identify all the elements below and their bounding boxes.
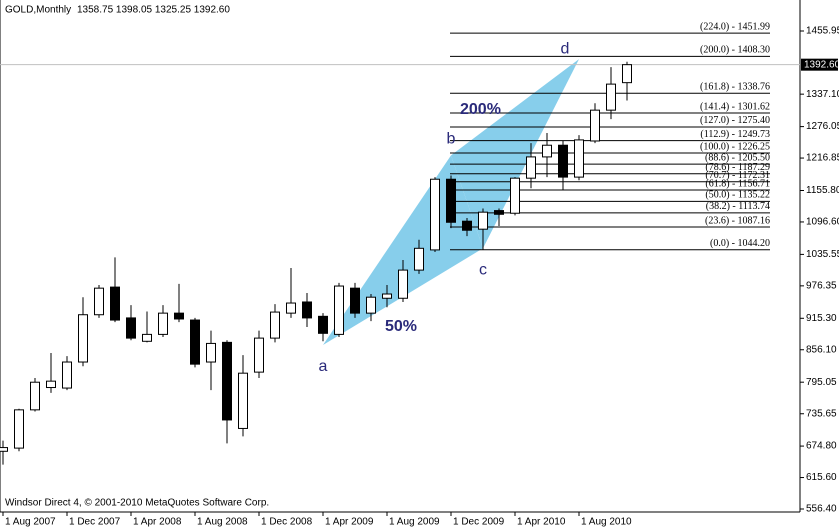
pattern-point-label: b xyxy=(447,131,456,148)
candle-body xyxy=(0,447,8,452)
candle-body xyxy=(398,269,408,299)
candle-body xyxy=(110,286,120,321)
level-label: (38.2) - 1113.74 xyxy=(706,201,770,212)
level-label: (78.6) - 1187.29 xyxy=(705,162,770,173)
x-tick-label: 1 Dec 2007 xyxy=(69,517,121,528)
candle-body xyxy=(414,247,424,271)
level-label: (88.6) - 1205.50 xyxy=(705,152,770,163)
level-label: (112.9) - 1249.73 xyxy=(700,129,770,140)
candle-body xyxy=(126,317,136,339)
x-tick-label: 1 Aug 2008 xyxy=(197,517,248,528)
candle-body xyxy=(558,144,568,178)
candle-body xyxy=(494,210,504,215)
level-label: (224.0) - 1451.99 xyxy=(700,21,770,32)
candle-body xyxy=(302,301,312,319)
candle-body xyxy=(62,361,72,389)
y-tick-label: 795.05 xyxy=(806,377,837,388)
candle-body xyxy=(622,64,632,84)
candle-body xyxy=(334,285,344,335)
y-tick-label: 1155.80 xyxy=(806,185,839,196)
candle-body xyxy=(590,109,600,142)
y-tick-label: 856.10 xyxy=(806,344,837,355)
candle-body xyxy=(14,409,24,449)
last-price-box xyxy=(801,58,838,71)
candle-body xyxy=(46,380,56,389)
candle-body xyxy=(606,83,616,111)
level-label: (161.8) - 1338.76 xyxy=(700,82,770,93)
candle-body xyxy=(542,144,552,158)
candle-body xyxy=(94,287,104,316)
level-label: (127.0) - 1275.40 xyxy=(700,115,770,126)
pattern-point-label: d xyxy=(561,40,570,57)
pattern-xab xyxy=(323,155,483,346)
candle-body xyxy=(510,177,520,214)
candle-body xyxy=(318,315,328,334)
candle-body xyxy=(190,319,200,365)
x-tick-label: 1 Dec 2008 xyxy=(261,517,313,528)
candle-body xyxy=(206,342,216,363)
y-tick-label: 674.80 xyxy=(806,441,837,452)
chart-title: GOLD,Monthly xyxy=(5,5,71,16)
last-price-label: 1392.60 xyxy=(804,59,839,70)
candle-body xyxy=(574,139,584,178)
y-tick-label: 1276.05 xyxy=(806,121,839,132)
y-tick-label: 615.60 xyxy=(806,472,837,483)
candle-body xyxy=(222,341,232,421)
candle-body xyxy=(238,372,248,429)
candle-body xyxy=(526,156,536,179)
x-tick-label: 1 Aug 2010 xyxy=(581,517,632,528)
candle-body xyxy=(30,381,40,411)
x-tick-label: 1 Apr 2008 xyxy=(133,517,182,528)
x-tick-label: 1 Aug 2007 xyxy=(5,517,56,528)
footer: Windsor Direct 4, © 2001-2010 MetaQuotes… xyxy=(5,498,269,509)
y-tick-label: 1455.95 xyxy=(806,26,839,37)
level-label: (200.0) - 1408.30 xyxy=(700,45,770,56)
pattern-point-label: a xyxy=(319,358,328,375)
level-label: (100.0) - 1226.25 xyxy=(700,141,770,152)
candle-body xyxy=(478,211,488,230)
x-tick-label: 1 Aug 2009 xyxy=(389,517,440,528)
candle-body xyxy=(158,312,168,335)
candle-body xyxy=(270,311,280,339)
pattern-point-label: c xyxy=(479,262,487,279)
y-tick-label: 735.65 xyxy=(806,408,837,419)
y-tick-label: 1216.85 xyxy=(806,153,839,164)
candle-body xyxy=(350,287,360,314)
y-tick-label: 1337.10 xyxy=(806,89,839,100)
candle-body xyxy=(446,178,456,223)
level-label: (70.7) - 1172.31 xyxy=(705,170,770,181)
ratio-label: 200% xyxy=(460,101,501,118)
candle-body xyxy=(382,293,392,299)
candle-body xyxy=(366,296,376,314)
y-tick-label: 915.30 xyxy=(806,313,837,324)
level-label: (0.0) - 1044.20 xyxy=(710,238,770,249)
x-tick-label: 1 Apr 2010 xyxy=(517,517,566,528)
candle-body xyxy=(430,178,440,251)
level-label: (61.8) - 1156.71 xyxy=(705,178,770,189)
y-tick-label: 1035.55 xyxy=(806,249,839,260)
ratio-label: 50% xyxy=(385,318,417,335)
candle-body xyxy=(286,302,296,314)
x-tick-label: 1 Apr 2009 xyxy=(325,517,374,528)
y-tick-label: 1096.60 xyxy=(806,217,839,228)
candle-body xyxy=(142,333,152,342)
candle-body xyxy=(254,337,264,373)
candle-body xyxy=(462,220,472,231)
x-tick-label: 1 Dec 2009 xyxy=(453,517,505,528)
y-tick-label: 556.40 xyxy=(806,504,837,515)
level-label: (50.0) - 1135.22 xyxy=(705,190,770,201)
candle-body xyxy=(174,312,184,320)
level-label: (141.4) - 1301.62 xyxy=(700,101,770,112)
ohlc-text: 1358.75 1398.05 1325.25 1392.60 xyxy=(77,5,230,16)
level-label: (23.6) - 1087.16 xyxy=(705,215,770,226)
y-tick-label: 976.35 xyxy=(806,280,837,291)
candle-body xyxy=(78,314,88,363)
